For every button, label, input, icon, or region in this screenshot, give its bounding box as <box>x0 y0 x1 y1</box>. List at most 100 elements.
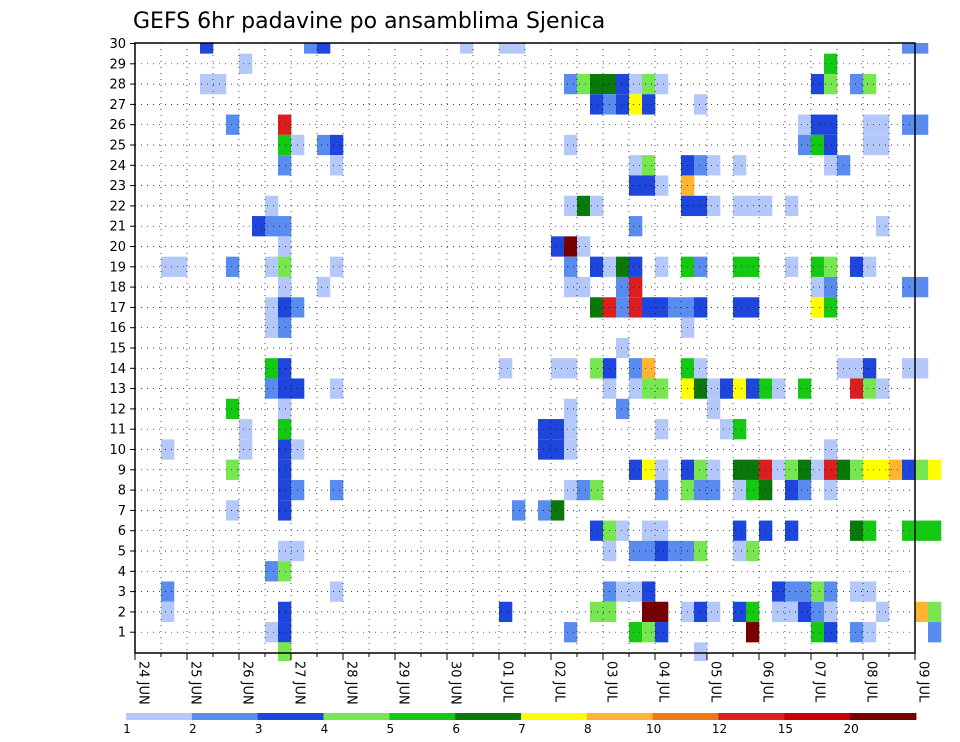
colorbar-tick-label: 20 <box>844 722 859 736</box>
heatmap-cell <box>304 43 318 54</box>
heatmap-cell <box>785 459 799 480</box>
heatmap-cell <box>655 459 669 480</box>
heatmap-cell <box>694 378 708 399</box>
heatmap-cell <box>863 114 877 135</box>
heatmap-cell <box>629 297 643 318</box>
heatmap-cell <box>629 581 643 602</box>
heatmap-cell <box>928 622 942 643</box>
heatmap-cell <box>551 500 565 521</box>
heatmap-cell <box>720 378 734 399</box>
colorbar: 1 2 3 4 5 6 7 8 10 12 15 20 <box>123 713 917 736</box>
heatmap-cell <box>564 398 578 420</box>
heatmap-cell <box>733 459 747 480</box>
colorbar-tick-label: 8 <box>584 722 592 736</box>
x-tick-label: 27 JUN <box>292 661 307 705</box>
y-tick-label: 5 <box>118 545 126 560</box>
heatmap-cell <box>278 642 292 661</box>
heatmap-cell <box>707 479 721 501</box>
heatmap-cell <box>733 540 747 562</box>
colorbar-tick-label: 2 <box>189 722 197 736</box>
heatmap-cell <box>538 419 552 440</box>
heatmap-cell <box>889 459 903 480</box>
heatmap-cell <box>330 155 344 176</box>
heatmap-cell <box>564 195 578 217</box>
heatmap-cell <box>733 297 747 318</box>
x-tick-label: 04 JUL <box>656 661 671 703</box>
heatmap-cell <box>499 43 513 54</box>
heatmap-cell <box>863 459 877 480</box>
heatmap-cell <box>590 479 604 501</box>
x-tick-label: 03 JUL <box>604 661 619 703</box>
heatmap-cell <box>317 134 331 156</box>
y-tick-label: 18 <box>109 281 126 296</box>
colorbar-swatch <box>126 713 193 720</box>
heatmap-cell <box>707 398 721 420</box>
heatmap-cell <box>616 256 630 277</box>
colorbar-swatch <box>455 713 522 720</box>
heatmap-cell <box>265 256 279 277</box>
heatmap-cell <box>707 459 721 480</box>
heatmap-cell <box>655 540 669 562</box>
heatmap-cell <box>629 358 643 379</box>
heatmap-cell <box>642 622 656 643</box>
heatmap-cell <box>746 601 760 623</box>
heatmap-cell <box>785 195 799 217</box>
y-tick-label: 15 <box>109 342 126 357</box>
heatmap-cell <box>824 601 838 623</box>
heatmap-cell <box>824 479 838 501</box>
y-tick-label: 3 <box>118 585 126 600</box>
heatmap-cell <box>811 459 825 480</box>
x-tick-label: 08 JUL <box>864 661 879 703</box>
colorbar-swatch <box>323 713 390 720</box>
heatmap-cell <box>811 581 825 602</box>
heatmap-cell <box>655 520 669 541</box>
heatmap-cell <box>850 256 864 277</box>
heatmap-cell <box>278 114 292 135</box>
heatmap-cell <box>902 114 916 135</box>
heatmap-cell <box>850 459 864 480</box>
heatmap-cell <box>746 622 760 643</box>
heatmap-cell <box>564 276 578 298</box>
heatmap-cell <box>863 581 877 602</box>
heatmap-cell <box>850 622 864 643</box>
y-tick-label: 14 <box>109 362 126 377</box>
heatmap-cell <box>694 195 708 217</box>
heatmap-cell <box>642 540 656 562</box>
heatmap-cell <box>811 622 825 643</box>
heatmap-cell <box>564 73 578 95</box>
x-tick-label: 29 JUN <box>396 661 411 705</box>
heatmap-cell <box>590 73 604 95</box>
x-tick-label: 25 JUN <box>188 661 203 705</box>
heatmap-cell <box>161 256 175 277</box>
heatmap-cell <box>655 419 669 440</box>
heatmap-cell <box>577 73 591 95</box>
heatmap-cell <box>278 561 292 582</box>
heatmap-cell <box>642 175 656 196</box>
heatmap-cell <box>785 520 799 541</box>
heatmap-cell <box>772 459 786 480</box>
heatmap-cell <box>928 520 942 541</box>
heatmap-cell <box>564 134 578 156</box>
heatmap-cell <box>928 601 942 623</box>
heatmap-cell <box>499 358 513 379</box>
colorbar-swatch <box>586 713 654 720</box>
heatmap-cell <box>616 398 630 420</box>
heatmap-cell <box>655 175 669 196</box>
heatmap-cell <box>577 479 591 501</box>
y-tick-label: 27 <box>109 98 126 113</box>
heatmap-cell <box>330 134 344 156</box>
heatmap-cell <box>278 216 292 237</box>
heatmap-cell <box>629 459 643 480</box>
heatmap-cell <box>629 94 643 115</box>
heatmap-cell <box>863 73 877 95</box>
heatmap-cell <box>863 622 877 643</box>
heatmap-cell <box>811 114 825 135</box>
heatmap-cell <box>564 419 578 440</box>
y-tick-label: 25 <box>109 139 126 154</box>
heatmap-cell <box>265 216 279 237</box>
x-tick-label: 02 JUL <box>552 661 567 703</box>
y-tick-label: 17 <box>109 301 126 316</box>
heatmap-cell <box>733 378 747 399</box>
heatmap-cell <box>694 601 708 623</box>
y-tick-label: 1 <box>118 626 126 641</box>
